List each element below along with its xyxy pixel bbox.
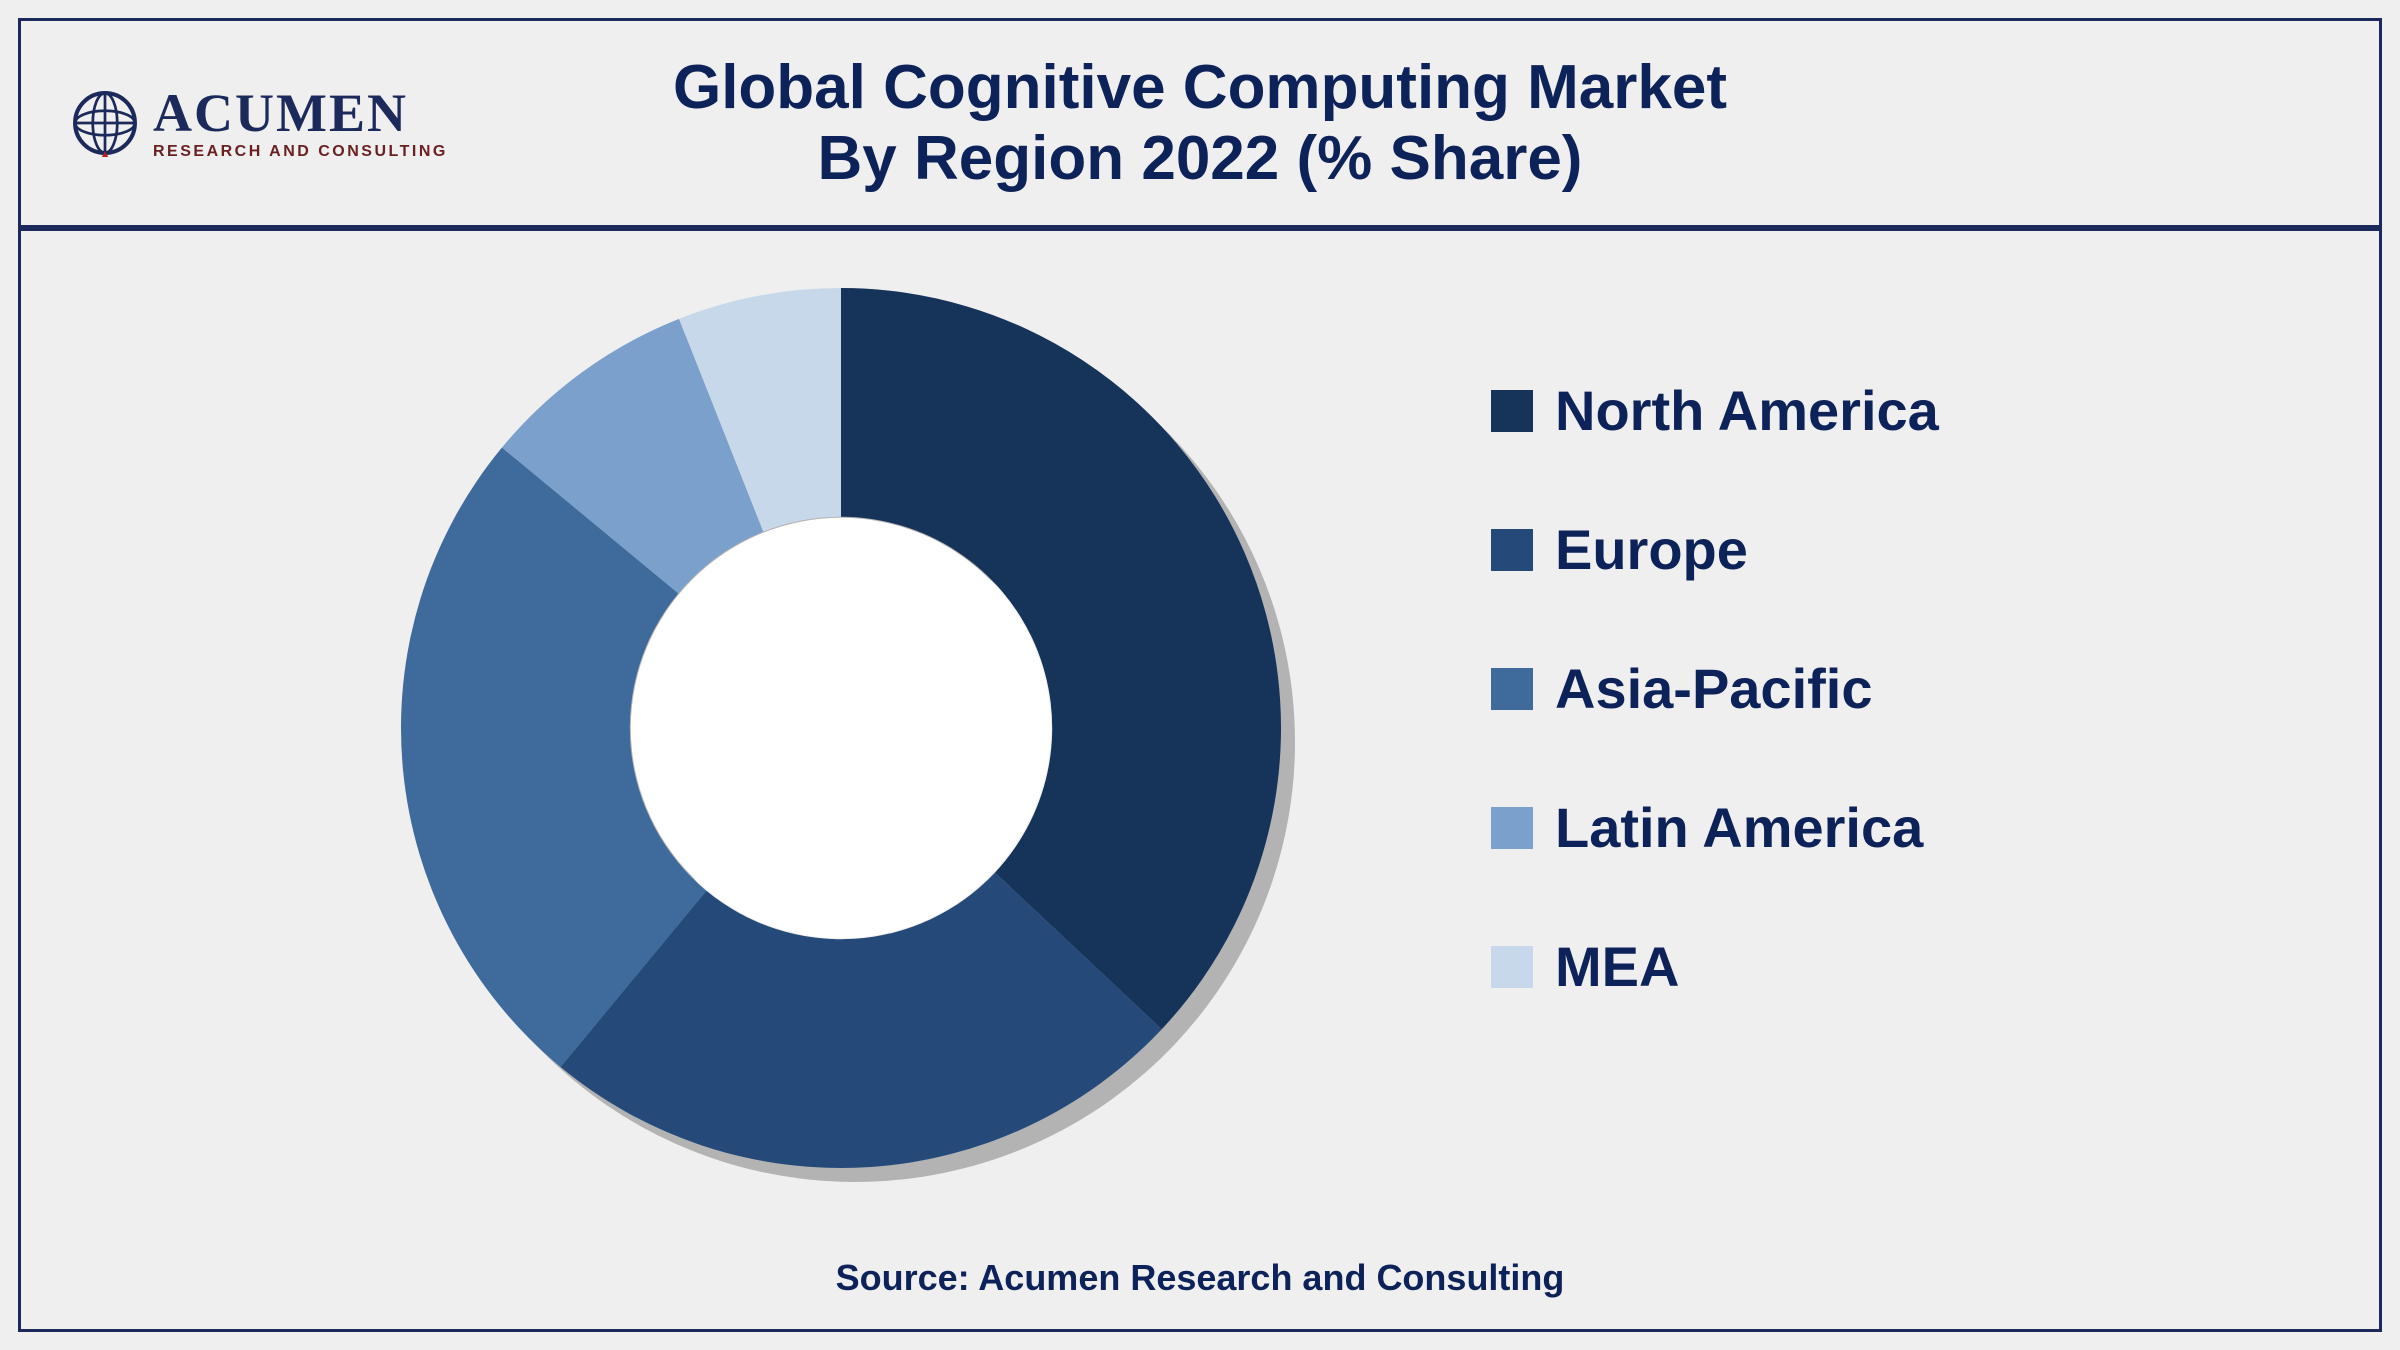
legend-swatch [1491,529,1533,571]
legend-label: MEA [1555,934,1679,999]
legend-swatch [1491,390,1533,432]
legend-item: North America [1491,378,1939,443]
header-divider [21,228,2379,231]
content-panel: North America Europe Asia-Pacific Latin Ame… [18,228,2382,1332]
legend-label: Asia-Pacific [1555,656,1873,721]
logo-main-text: ACUMEN [153,86,448,140]
logo-sub-text: RESEARCH AND CONSULTING [153,144,448,160]
legend-label: Europe [1555,517,1748,582]
legend-swatch [1491,807,1533,849]
donut-svg [401,288,1281,1168]
donut-hole [631,518,1051,938]
legend-item: MEA [1491,934,1939,999]
legend: North America Europe Asia-Pacific Latin Ame… [1491,378,1939,999]
legend-item: Europe [1491,517,1939,582]
legend-item: Latin America [1491,795,1939,860]
header-bar: ACUMEN RESEARCH AND CONSULTING Global Co… [18,18,2382,228]
source-line: Source: Acumen Research and Consulting [21,1257,2379,1299]
legend-label: North America [1555,378,1939,443]
legend-swatch [1491,946,1533,988]
brand-logo: ACUMEN RESEARCH AND CONSULTING [71,86,448,160]
logo-text: ACUMEN RESEARCH AND CONSULTING [153,86,448,160]
legend-swatch [1491,668,1533,710]
legend-label: Latin America [1555,795,1923,860]
donut-chart [401,288,1291,1178]
globe-icon [71,89,139,157]
legend-item: Asia-Pacific [1491,656,1939,721]
